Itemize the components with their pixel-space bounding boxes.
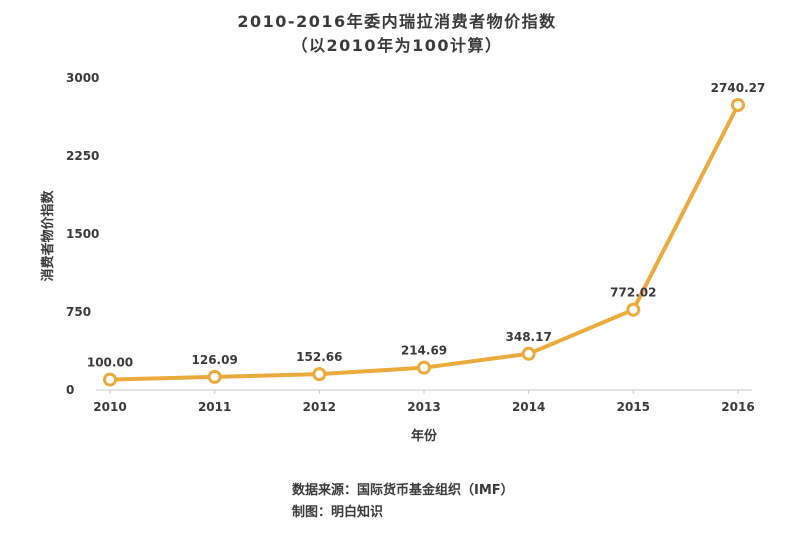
y-tick-label: 3000	[66, 71, 99, 85]
x-tick-label: 2010	[93, 400, 126, 414]
footer: 数据来源：国际货币基金组织（IMF） 制图：明白知识	[292, 480, 514, 524]
data-label: 772.02	[610, 286, 656, 300]
data-label: 126.09	[192, 353, 238, 367]
series-line	[108, 103, 740, 382]
data-point	[207, 369, 222, 384]
data-point	[312, 367, 327, 382]
credit-note: 制图：明白知识	[292, 505, 384, 520]
chart-title: 2010-2016年委内瑞拉消费者物价指数	[237, 12, 557, 31]
data-point	[521, 346, 536, 361]
x-axis-title: 年份	[411, 428, 438, 444]
x-axis-ticks: 2010 2011 2012 2013 2014 2015 2016	[93, 390, 755, 414]
data-point	[626, 302, 641, 317]
x-tick-label: 2012	[303, 400, 336, 414]
x-tick-label: 2014	[512, 400, 545, 414]
data-label: 348.17	[506, 330, 552, 344]
title-block: 2010-2016年委内瑞拉消费者物价指数 （以2010年为100计算）	[0, 10, 794, 58]
data-points	[103, 98, 745, 387]
x-tick-label: 2015	[617, 400, 650, 414]
data-label: 100.00	[87, 356, 133, 370]
y-tick-label: 2250	[66, 149, 99, 163]
data-label: 152.66	[296, 350, 342, 364]
data-point	[103, 372, 117, 387]
data-label: 214.69	[401, 344, 447, 358]
data-point	[417, 360, 431, 375]
chart-subtitle: （以2010年为100计算）	[291, 36, 503, 55]
y-tick-label: 1500	[66, 227, 99, 241]
data-point	[731, 98, 745, 113]
data-label: 2740.27	[711, 81, 766, 95]
x-tick-label: 2011	[198, 400, 231, 414]
y-axis-title: 消费者物价指数	[40, 190, 56, 282]
y-tick-label: 750	[66, 305, 91, 319]
source-note: 数据来源：国际货币基金组织（IMF）	[292, 483, 514, 498]
x-tick-label: 2013	[407, 400, 440, 414]
y-tick-label: 0	[66, 383, 74, 397]
x-tick-label: 2016	[721, 400, 754, 414]
y-axis-ticks: 0 750 1500 2250 3000	[66, 71, 99, 397]
data-labels: 100.00 126.09 152.66 214.69 348.17 772.02 2740…	[87, 81, 765, 370]
